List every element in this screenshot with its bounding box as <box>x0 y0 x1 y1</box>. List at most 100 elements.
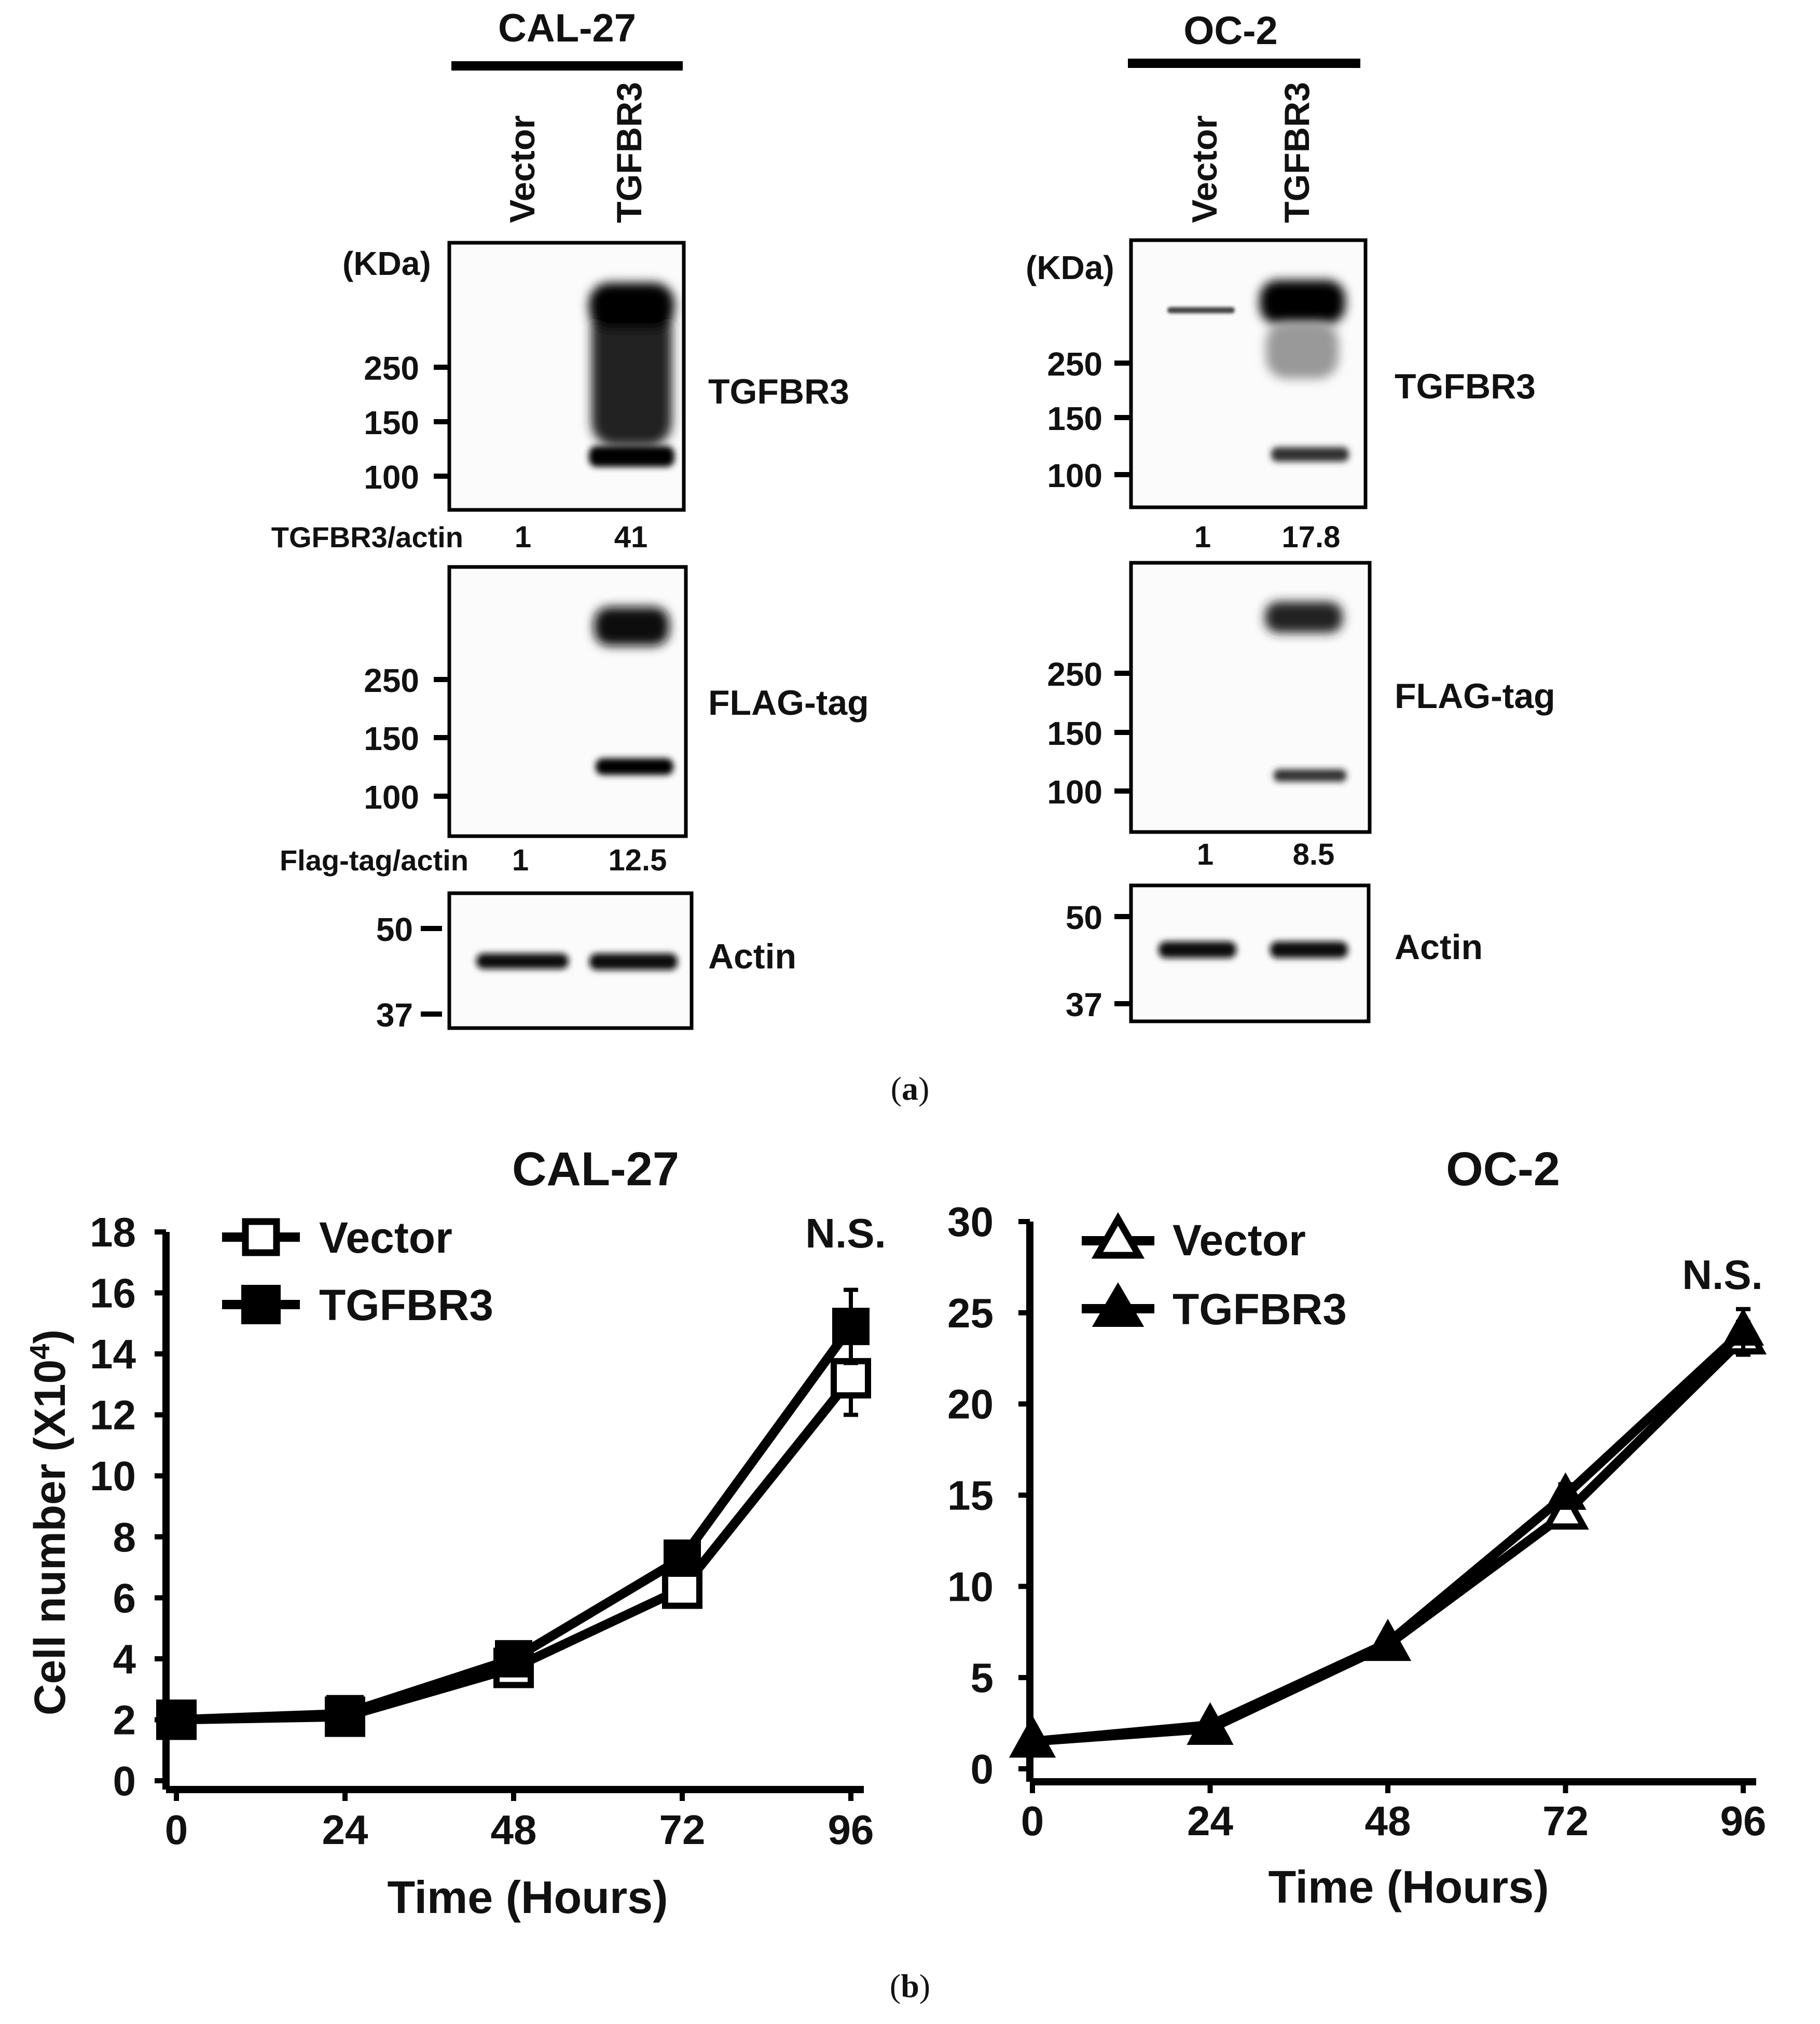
marker-label: 100 <box>1047 457 1102 494</box>
lane-label-vector: Vector <box>503 115 542 223</box>
x-axis-label: Time (Hours) <box>1268 1861 1549 1912</box>
legend-marker-tgfbr3 <box>1092 1282 1145 1327</box>
panel-a-caption: (a) <box>891 1070 930 1107</box>
band-actin-vector <box>1159 941 1236 958</box>
ratio-value: 8.5 <box>1293 838 1335 871</box>
y-axis-label-sup: 4 <box>24 1344 56 1360</box>
chart-title: OC-2 <box>1446 1143 1560 1196</box>
band-actin-tgfbr3 <box>589 953 678 970</box>
growth-chart-cal27: CAL-27 Cell number (X104) Time (Hours) N… <box>24 1143 886 1923</box>
data-point <box>1542 1487 1589 1530</box>
legend-label-tgfbr3: TGFBR3 <box>319 1281 493 1329</box>
y-tick-label: 5 <box>971 1655 994 1701</box>
y-axis-label-close: ) <box>25 1329 74 1344</box>
data-point <box>664 1539 701 1577</box>
blot-flag-markers: 250 150 100 <box>1047 656 1131 811</box>
y-tick-label: 18 <box>90 1209 136 1255</box>
panel-b-caption: (b) <box>890 1967 930 2004</box>
ratio-value: 1 <box>1197 838 1214 871</box>
series-line <box>1032 1335 1747 1746</box>
data-point <box>1011 1718 1054 1756</box>
blot-label-flag: FLAG-tag <box>708 683 869 723</box>
lane-label-tgfbr3: TGFBR3 <box>1277 82 1317 223</box>
marker-label: 150 <box>1047 715 1102 752</box>
y-tick-label: 4 <box>113 1636 136 1682</box>
y-tick-label: 14 <box>90 1331 136 1377</box>
band-tgfbr3-120 <box>1271 447 1349 462</box>
data-point <box>832 1308 870 1346</box>
y-tick-label: 10 <box>947 1563 994 1610</box>
legend-marker-tgfbr3 <box>241 1285 281 1324</box>
band-smear <box>1266 322 1339 379</box>
band-upper <box>1260 280 1345 324</box>
band-vector-faint <box>1167 307 1235 313</box>
ratio-value: 17.8 <box>1282 520 1341 554</box>
marker-label: 150 <box>364 720 419 757</box>
x-tick-label: 96 <box>828 1807 874 1853</box>
band-tgfbr3-120 <box>589 446 674 467</box>
ratio-label-tgfbr3: TGFBR3/actin <box>271 521 463 553</box>
blot-label-actin: Actin <box>708 937 796 976</box>
blot-cal27: CAL-27 Vector TGFBR3 (KDa) 250 150 100 T… <box>271 6 869 1034</box>
y-tick-label: 8 <box>113 1514 136 1560</box>
marker-label: 250 <box>364 662 419 699</box>
band-flag-120 <box>1274 769 1346 782</box>
x-tick-label: 24 <box>1187 1798 1233 1844</box>
legend: Vector TGFBR3 <box>1082 1212 1347 1334</box>
band-actin-vector <box>476 953 569 969</box>
blot-actin-markers: 50 37 <box>376 911 442 1034</box>
significance-label: N.S. <box>1682 1252 1763 1298</box>
data-point <box>1722 1308 1764 1346</box>
x-tick-label: 72 <box>659 1807 706 1853</box>
marker-label: 250 <box>1047 345 1102 383</box>
ratio-label-flag: Flag-tag/actin <box>280 844 468 877</box>
chart-title: CAL-27 <box>512 1143 679 1196</box>
panel-b-caption-letter: b <box>901 1967 919 2004</box>
band-upper <box>589 283 674 329</box>
data-point <box>1367 1620 1409 1658</box>
legend-label-vector: Vector <box>1173 1216 1306 1265</box>
blot-label-flag: FLAG-tag <box>1395 676 1555 716</box>
blot-tgfbr3-markers: 250 150 100 <box>364 350 449 496</box>
x-tick-label: 24 <box>322 1807 368 1853</box>
blot-oc2-title: OC-2 <box>1183 9 1278 53</box>
ratio-value: 12.5 <box>609 843 667 877</box>
y-tick-label: 16 <box>90 1270 136 1316</box>
ratio-value: 1 <box>512 843 529 877</box>
series-vector <box>156 1339 871 1740</box>
marker-label: 50 <box>376 911 413 948</box>
significance-label: N.S. <box>805 1210 886 1256</box>
y-tick-label: 30 <box>947 1199 994 1245</box>
marker-label: 100 <box>364 459 419 496</box>
x-tick-label: 48 <box>491 1807 537 1853</box>
ratio-value: 41 <box>614 520 648 554</box>
blot-cal27-title: CAL-27 <box>498 6 636 50</box>
marker-label: 37 <box>376 996 413 1034</box>
x-tick-label: 0 <box>165 1807 188 1853</box>
blot-tgfbr3-bands <box>589 283 674 446</box>
y-tick-label: 2 <box>113 1697 136 1743</box>
blot-label-tgfbr3: TGFBR3 <box>1395 367 1536 406</box>
ratio-value: 1 <box>515 520 531 554</box>
y-tick-label: 0 <box>971 1746 994 1792</box>
blot-label-actin: Actin <box>1395 927 1483 967</box>
y-axis-label-main: Cell number (X10 <box>25 1360 74 1715</box>
band-actin-tgfbr3 <box>1270 941 1348 958</box>
marker-label: 150 <box>1047 400 1102 437</box>
growth-chart-oc2: OC-2 Time (Hours) N.S. Vector TGFBR3 0 5 1… <box>947 1143 1767 1912</box>
y-tick-label: 6 <box>113 1575 136 1621</box>
x-tick-label: 0 <box>1021 1798 1044 1844</box>
band-flag-120 <box>596 758 673 775</box>
band-flag-upper <box>594 607 669 646</box>
panel-a-caption-open: ( <box>891 1070 902 1107</box>
marker-label: 50 <box>1066 899 1102 936</box>
y-tick-label: 12 <box>90 1392 136 1438</box>
marker-label: 100 <box>1047 773 1102 811</box>
blot-actin-markers: 50 37 <box>1066 899 1131 1023</box>
panel-a-caption-close: ) <box>918 1070 929 1107</box>
marker-label: 100 <box>364 779 419 816</box>
blot-oc2: OC-2 Vector TGFBR3 (KDa) 250 150 100 TGF… <box>1026 9 1555 1023</box>
lane-label-vector: Vector <box>1185 115 1224 223</box>
y-tick-label: 25 <box>947 1290 994 1336</box>
marker-label: 150 <box>364 404 419 441</box>
